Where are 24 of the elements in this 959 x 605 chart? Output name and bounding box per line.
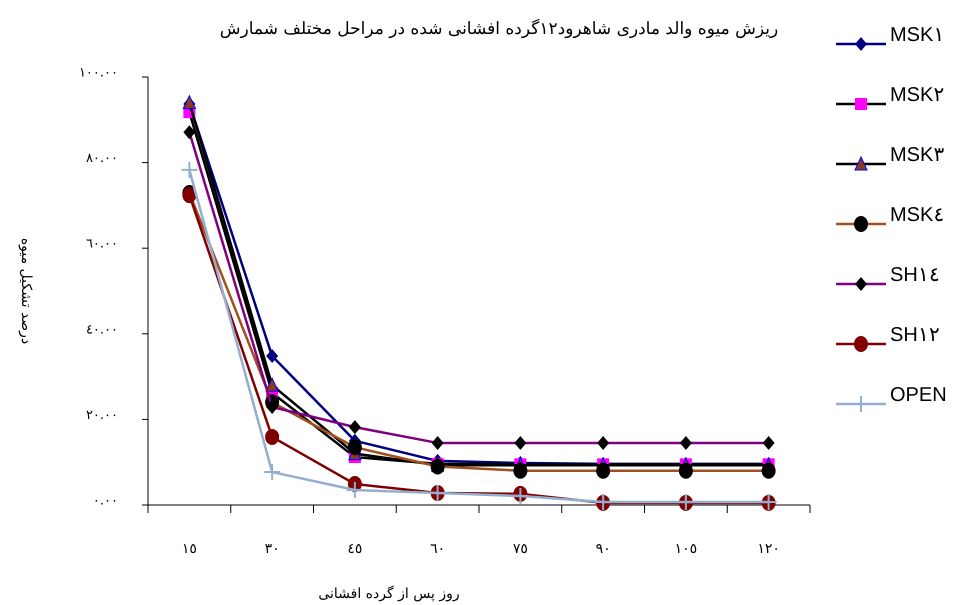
x-axis-title: روز پس از گرده افشانی xyxy=(318,585,460,602)
y-tick-label: ٤٠.٠٠ xyxy=(86,322,118,338)
x-tick-label: ٩٠ xyxy=(596,541,611,557)
y-tick-label: ٢٠.٠٠ xyxy=(86,408,118,423)
y-tick-label: ٠.٠٠ xyxy=(92,494,118,509)
legend-label: MSK٣ xyxy=(890,144,944,166)
legend-label: SH١٢ xyxy=(890,324,940,346)
legend-label: MSK٤ xyxy=(890,204,944,226)
x-tick-label: ١٠٥ xyxy=(674,541,698,557)
x-tick-label: ٧٥ xyxy=(512,541,528,557)
x-tick-label: ١٢٠ xyxy=(757,541,780,557)
legend-label: OPEN xyxy=(890,384,947,406)
x-tick-label: ١٥ xyxy=(182,541,197,557)
chart-title: ریزش میوه والد مادری شاهرود١٢گرده افشانی شده در مراحل مختلف شمارش xyxy=(220,18,778,39)
x-tick-label: ٤٥ xyxy=(347,541,362,557)
y-axis-title: درصد تشکیل میوه xyxy=(18,238,34,344)
legend-label: MSK٢ xyxy=(890,84,944,106)
x-tick-label: ٣٠ xyxy=(264,541,280,557)
x-tick-label: ٦٠ xyxy=(430,541,446,557)
y-tick-label: ٦٠.٠٠ xyxy=(86,236,118,252)
y-tick-label: ٨٠.٠٠ xyxy=(86,151,118,166)
legend-label: SH١٤ xyxy=(890,264,940,286)
y-tick-label: ١٠٠.٠٠ xyxy=(78,66,118,81)
legend-label: MSK١ xyxy=(890,24,944,46)
